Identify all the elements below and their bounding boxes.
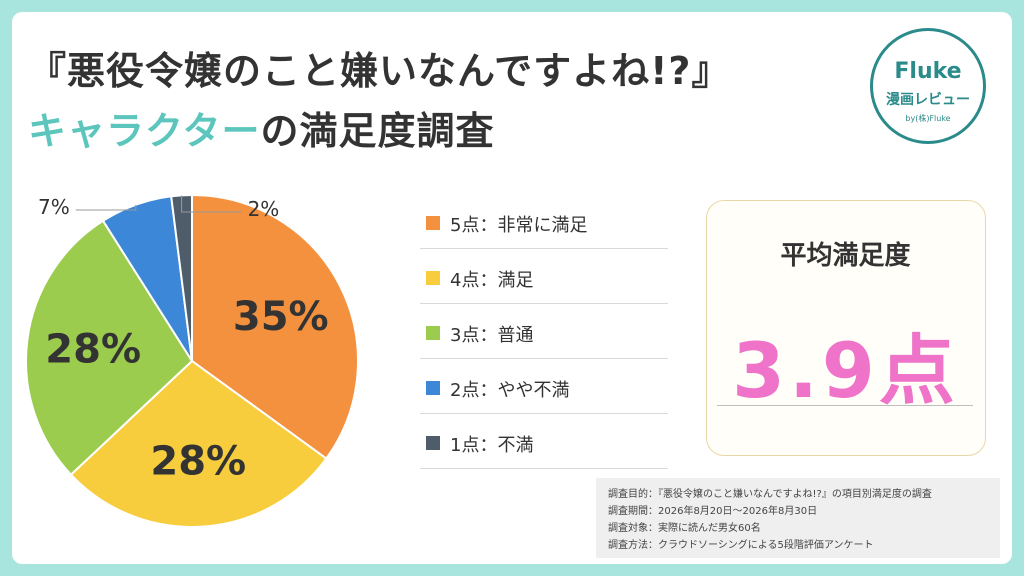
chart-legend: 5点：非常に満足 4点：満足 3点：普通 2点：やや不満 1点：不満 <box>420 194 668 469</box>
page-subtitle: キャラクターの満足度調査 <box>28 100 495 155</box>
pie-slice <box>25 219 194 477</box>
legend-item: 3点：普通 <box>420 304 668 359</box>
average-title: 平均満足度 <box>780 241 911 271</box>
survey-line: 調査方法：クラウドソーシングによる5段階評価アンケート <box>608 540 874 551</box>
pie-slice <box>191 193 359 460</box>
legend-item: 2点：やや不満 <box>420 359 668 414</box>
pie-value-label: 7% <box>38 195 70 219</box>
legend-item: 5点：非常に満足 <box>420 194 668 249</box>
pie-value-label: 35% <box>233 294 329 340</box>
legend-swatch <box>426 326 440 340</box>
pie-leader-line <box>75 204 137 211</box>
legend-label: 1点：不満 <box>450 435 534 456</box>
average-satisfaction-box: 平均満足度 3.9点 <box>706 200 986 456</box>
legend-swatch <box>426 381 440 395</box>
survey-line: 調査目的：『悪役令嬢のこと嫌いなんですよね!?』の項目別満足度の調査 <box>608 489 932 500</box>
survey-info-box: 調査目的：『悪役令嬢のこと嫌いなんですよね!?』の項目別満足度の調査 調査期間：2… <box>596 478 1000 558</box>
survey-line: 調査対象：実際に読んだ男女60名 <box>608 523 761 534</box>
logo-by-text: by(株)Fluke <box>905 114 951 123</box>
average-underline <box>717 405 973 406</box>
pie-slice <box>69 359 328 528</box>
pie-leader-line <box>181 195 242 213</box>
legend-swatch <box>426 436 440 450</box>
subtitle-accent: キャラクター <box>28 109 261 153</box>
survey-line: 調査期間：2026年8月20日～2026年8月30日 <box>608 506 818 517</box>
legend-swatch <box>426 216 440 230</box>
pie-value-label: 28% <box>45 327 141 373</box>
pie-value-label: 28% <box>150 438 246 484</box>
legend-item: 4点：満足 <box>420 249 668 304</box>
legend-label: 4点：満足 <box>450 270 534 291</box>
pie-value-label: 2% <box>248 197 280 221</box>
legend-label: 3点：普通 <box>450 325 534 346</box>
legend-swatch <box>426 271 440 285</box>
legend-label: 2点：やや不満 <box>450 380 570 401</box>
average-value: 3.9点 <box>732 326 959 415</box>
legend-item: 1点：不満 <box>420 414 668 469</box>
logo-main-text: Fluke <box>894 59 962 84</box>
pie-chart: 35% 28% 28% 7% 2% <box>25 193 359 528</box>
logo-sub-text: 漫画レビュー <box>886 92 970 108</box>
page-title: 『悪役令嬢のこと嫌いなんですよね!?』 <box>28 49 731 93</box>
subtitle-rest: の満足度調査 <box>260 109 495 153</box>
fluke-logo: Fluke 漫画レビュー by(株)Fluke <box>870 28 986 144</box>
legend-label: 5点：非常に満足 <box>450 215 588 236</box>
